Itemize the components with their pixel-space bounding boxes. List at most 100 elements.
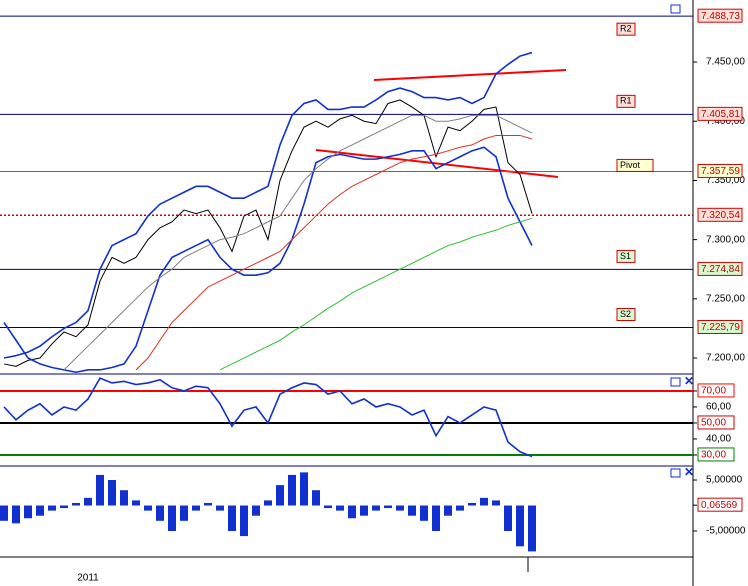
bar (84, 497, 92, 506)
level-box (697, 497, 743, 512)
bar (48, 505, 56, 511)
x-tick-label: 2011 (77, 573, 99, 584)
bar (432, 505, 440, 531)
bar (168, 505, 176, 531)
y-tick-label: 40,00 (706, 434, 731, 445)
bar (132, 500, 140, 506)
panel-icon[interactable] (670, 4, 681, 14)
y-tick-label: 5,00000 (706, 475, 743, 486)
level-value: 7.225,79 (701, 322, 740, 333)
level-name: R1 (620, 96, 632, 106)
series-line (3, 146, 533, 374)
y-tick-label: 7.350,00 (706, 175, 745, 186)
bar (360, 505, 368, 516)
bar (120, 490, 128, 506)
bar (240, 505, 248, 537)
bar (336, 505, 344, 511)
bar (60, 505, 68, 509)
bar (144, 505, 152, 511)
panel-icon[interactable] (670, 468, 681, 478)
level-value-box (697, 106, 743, 121)
bar (492, 500, 500, 506)
level-name-box (616, 22, 636, 36)
bar (0, 505, 8, 521)
level-value-box (697, 261, 743, 276)
bar (192, 505, 200, 511)
bar (324, 505, 332, 509)
close-icon[interactable]: ✕ (684, 465, 694, 479)
y-tick-label: -5,00000 (706, 526, 746, 537)
bar (288, 474, 296, 506)
bar (312, 490, 320, 506)
panel-icon[interactable] (670, 377, 681, 387)
bar (396, 505, 404, 511)
level-value-box (697, 8, 743, 23)
series-line (63, 114, 533, 371)
trend-line (373, 69, 567, 81)
series-line (3, 51, 533, 359)
level-name-box (616, 249, 636, 263)
bar (456, 505, 464, 511)
y-tick-label: 7.250,00 (706, 293, 745, 304)
bar (420, 505, 428, 521)
bar (348, 505, 356, 519)
level-name: Pivot (620, 160, 641, 170)
bar (276, 485, 284, 506)
bar (216, 505, 224, 511)
level-name-box (616, 307, 636, 321)
bar (108, 480, 116, 506)
y-tick-label: 7.400,00 (706, 116, 745, 127)
bar (12, 505, 20, 524)
level-value: 7.320,54 (701, 210, 740, 221)
level-box (697, 415, 735, 430)
level-value: 7.274,84 (701, 264, 740, 275)
bar (384, 505, 392, 509)
level-value-box (697, 207, 743, 222)
y-tick-label: 50,00 (701, 418, 726, 429)
level-name-box (616, 158, 654, 172)
level-box (697, 447, 735, 462)
bar (480, 497, 488, 506)
level-value-box (697, 319, 743, 334)
bar (528, 505, 536, 552)
level-value-box (697, 163, 743, 178)
y-tick-label: 7.200,00 (706, 353, 745, 364)
bar (504, 505, 512, 531)
y-tick-label: 7.450,00 (706, 57, 745, 68)
level-name-box (616, 94, 636, 108)
y-tick-label: 7.300,00 (706, 234, 745, 245)
bar (24, 505, 32, 519)
bar (96, 474, 104, 506)
series-line (135, 134, 533, 371)
bar (36, 505, 44, 516)
level-box (697, 383, 735, 398)
bar (156, 505, 164, 521)
y-tick-label: 70,00 (701, 386, 726, 397)
bar (300, 472, 308, 506)
close-icon[interactable]: ✕ (684, 374, 694, 388)
bar (264, 500, 272, 506)
level-value: 7.488,73 (701, 11, 740, 22)
series-line (219, 217, 533, 371)
level-name: S2 (620, 309, 631, 319)
series-line (3, 377, 533, 458)
bar (228, 505, 236, 531)
y-tick-label: 60,00 (706, 402, 731, 413)
level-name: S1 (620, 251, 631, 261)
bar (468, 502, 476, 506)
series-line (3, 99, 533, 367)
level-value: 7.405,81 (701, 109, 740, 120)
y-tick-label: 30,00 (701, 450, 726, 461)
level-name: R2 (620, 24, 632, 34)
bar (204, 502, 212, 506)
bar (252, 505, 260, 516)
bar (516, 505, 524, 547)
last-value: 0,06569 (701, 500, 738, 511)
bar (72, 502, 80, 506)
bar (408, 505, 416, 516)
bar (444, 505, 452, 516)
bar (372, 505, 380, 511)
bar (180, 505, 188, 521)
level-value: 7.357,59 (701, 166, 740, 177)
